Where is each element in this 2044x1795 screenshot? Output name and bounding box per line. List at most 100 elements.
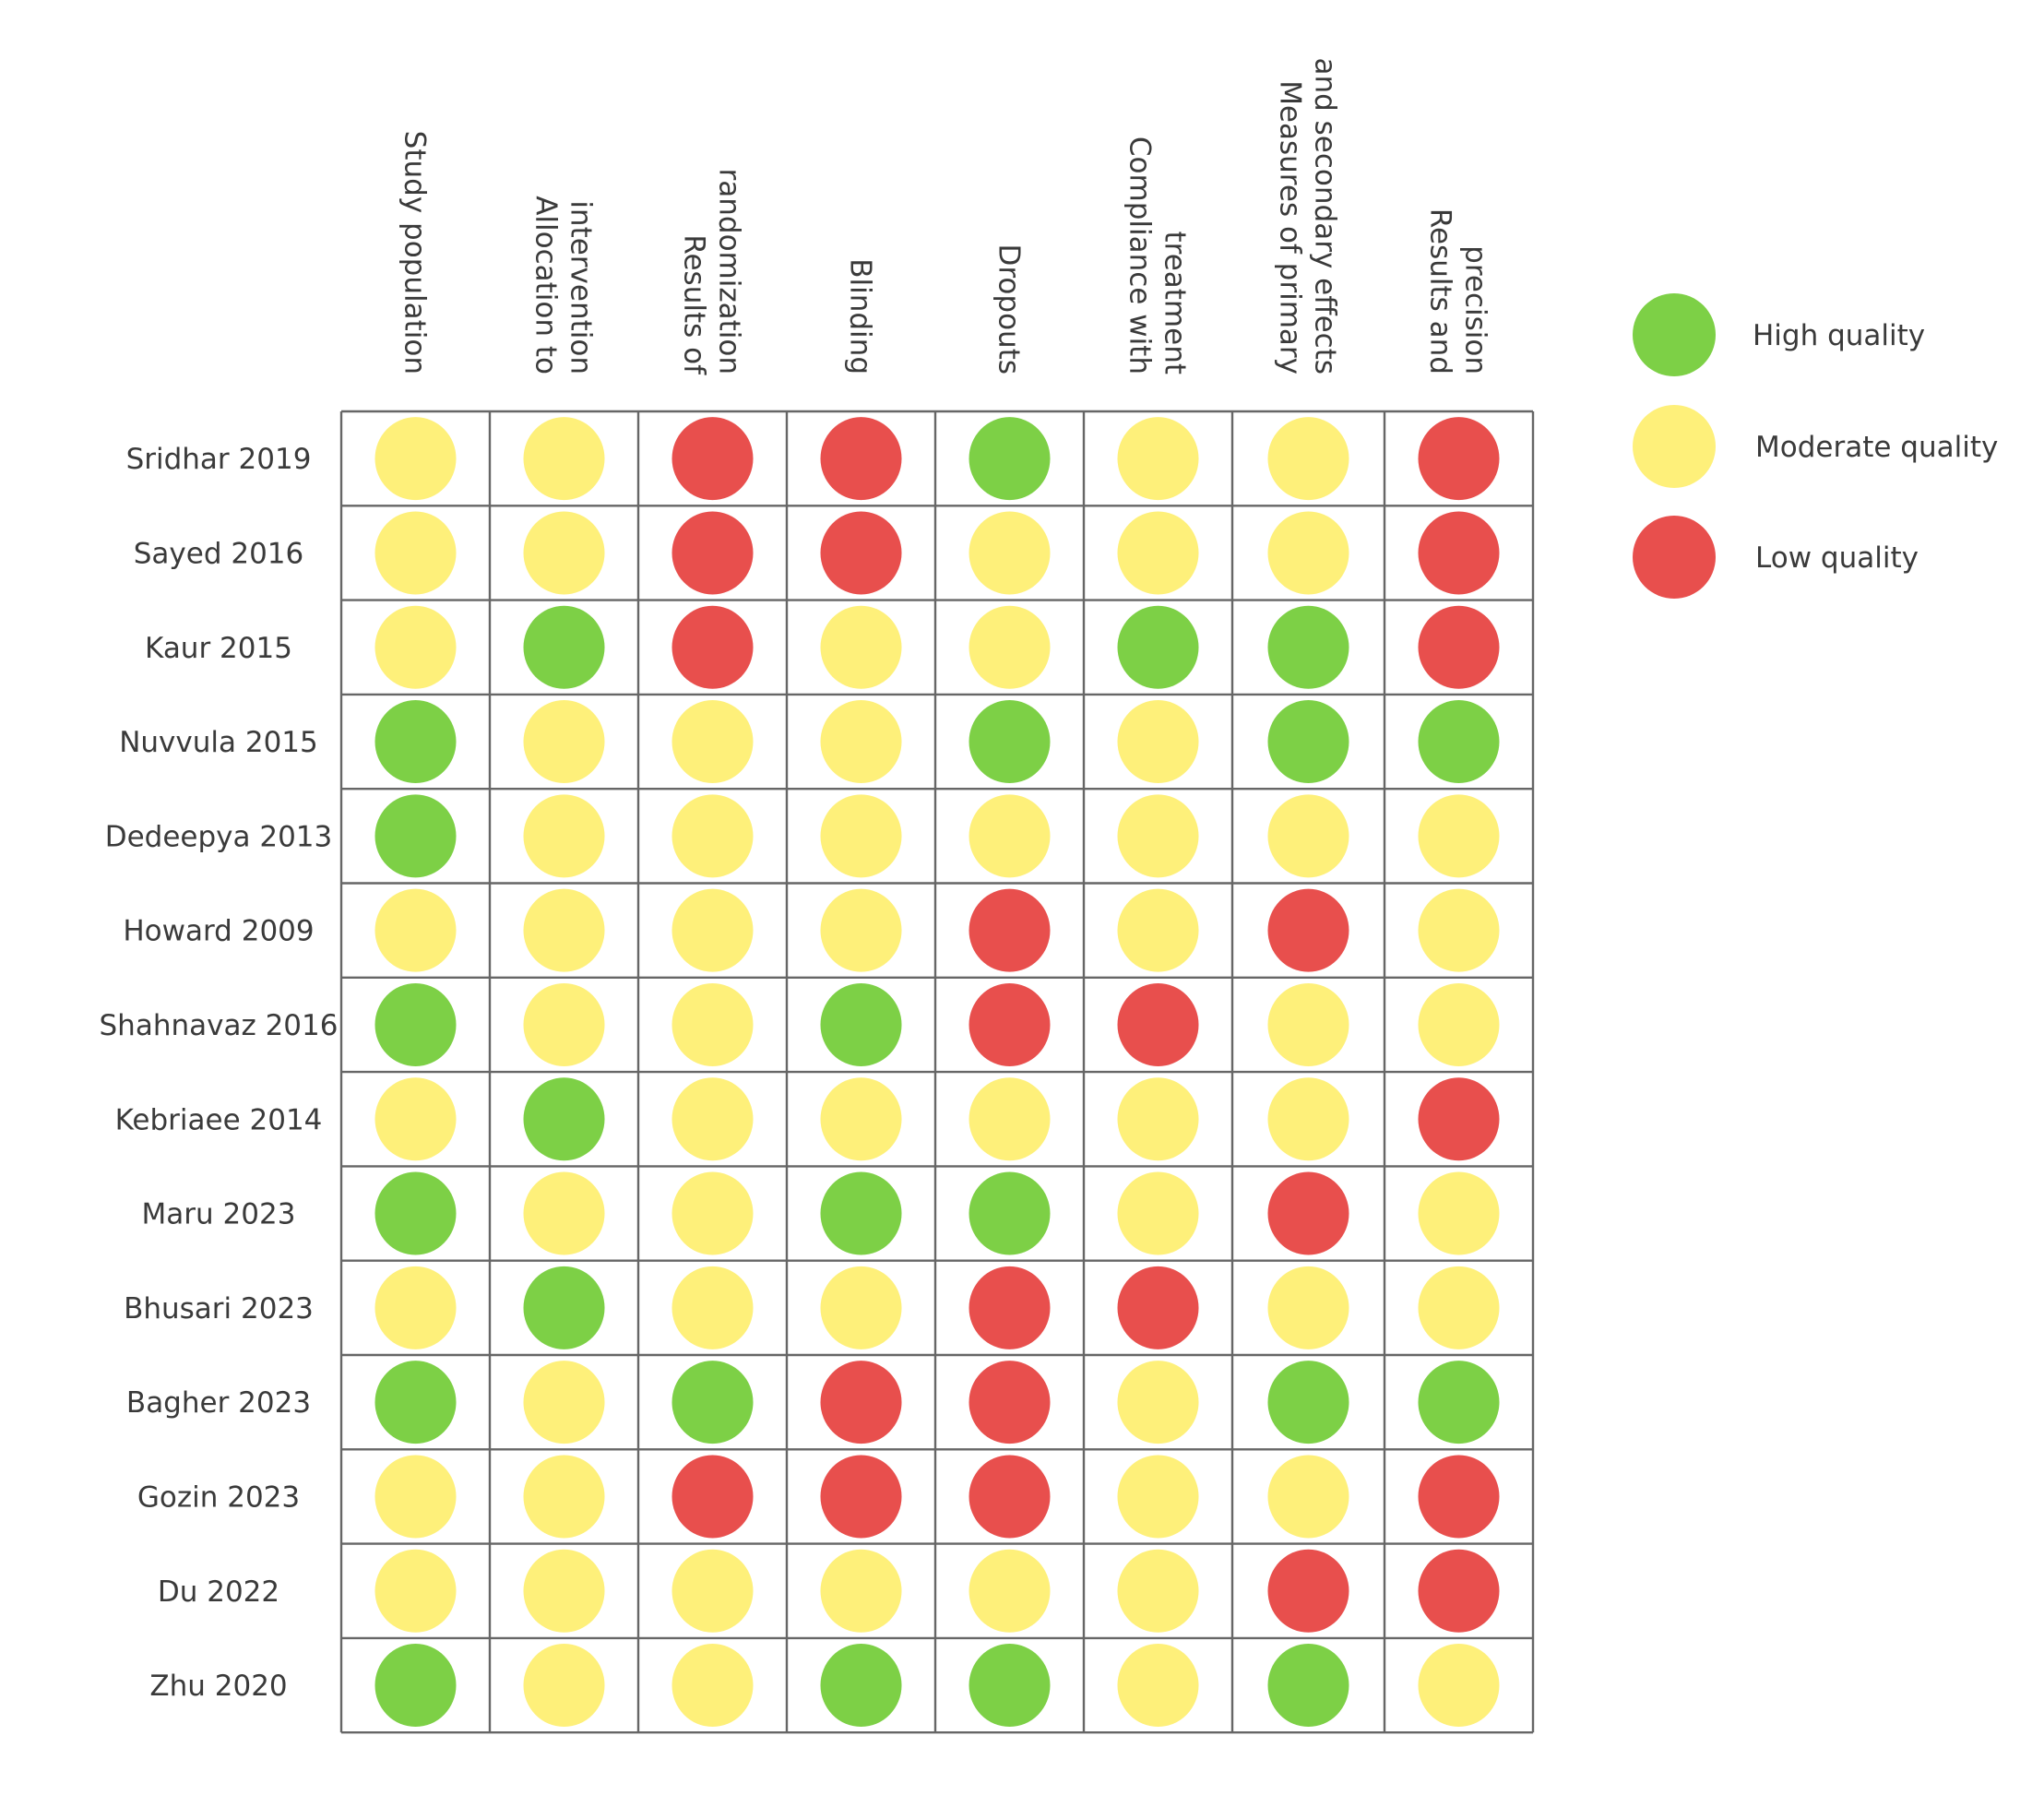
rating-dot	[1267, 511, 1349, 595]
rating-dot	[1117, 417, 1199, 501]
legend-swatch	[1633, 516, 1716, 599]
rating-dot	[969, 1549, 1051, 1633]
column-header-line: intervention	[564, 200, 598, 374]
rating-dot	[820, 888, 902, 972]
column-header: Blinding	[844, 258, 877, 374]
column-header: Allocation to intervention	[529, 196, 598, 374]
rating-dot	[820, 982, 902, 1066]
column-header: Study population	[398, 131, 432, 374]
rating-dot	[1418, 511, 1500, 595]
study-label: Nuvvula 2015	[119, 726, 318, 759]
rating-dot	[374, 888, 457, 972]
legend-swatch	[1633, 293, 1716, 376]
column-header-line: Allocation to	[529, 196, 563, 374]
rating-dot	[671, 982, 754, 1066]
legend: High quality Moderate quality Low quality	[1633, 293, 1998, 599]
rating-dot	[1418, 417, 1500, 501]
rating-dot	[671, 700, 754, 784]
rating-dot	[374, 417, 457, 501]
rating-dot	[523, 1361, 605, 1444]
rating-dot	[969, 1171, 1051, 1255]
study-label: Sridhar 2019	[126, 443, 312, 476]
study-label: Howard 2009	[123, 915, 314, 948]
rating-dot	[1267, 1077, 1349, 1161]
rating-dot	[523, 700, 605, 784]
column-header: Results and precision	[1424, 208, 1492, 374]
rating-dot	[1117, 605, 1199, 689]
rating-dot	[1267, 794, 1349, 878]
rating-dot	[1267, 700, 1349, 784]
rating-dot	[969, 511, 1051, 595]
rating-dot	[1267, 982, 1349, 1066]
rating-dot	[1117, 1171, 1199, 1255]
column-header-line: treatment	[1159, 231, 1192, 374]
rating-dot	[820, 511, 902, 595]
rating-dot	[374, 605, 457, 689]
rating-dot	[671, 511, 754, 595]
rating-cells	[374, 417, 1500, 1728]
row-labels: Sridhar 2019 Sayed 2016 Kaur 2015 Nuvvula 2…	[100, 443, 339, 1703]
rating-dot	[1117, 1455, 1199, 1539]
rating-dot	[820, 794, 902, 878]
rating-dot	[969, 1266, 1051, 1349]
rating-dot	[671, 1171, 754, 1255]
study-label: Kaur 2015	[145, 632, 292, 665]
rating-dot	[374, 1266, 457, 1349]
rating-dot	[523, 1266, 605, 1349]
study-label: Shahnavaz 2016	[100, 1009, 339, 1042]
rating-dot	[1418, 700, 1500, 784]
rating-dot	[374, 511, 457, 595]
rating-dot	[374, 1644, 457, 1728]
rating-dot	[1418, 794, 1500, 878]
rating-dot	[523, 1455, 605, 1539]
legend-label: High quality	[1753, 319, 1925, 352]
rating-dot	[1418, 1455, 1500, 1539]
study-label: Dedeepya 2013	[105, 820, 333, 853]
rating-dot	[374, 1077, 457, 1161]
column-labels: Study population Allocation to interventio…	[398, 57, 1492, 375]
rating-dot	[1267, 1266, 1349, 1349]
rating-dot	[969, 982, 1051, 1066]
rating-dot	[1267, 417, 1349, 501]
column-header: Compliance with treatment	[1123, 137, 1192, 374]
rating-dot	[1117, 1077, 1199, 1161]
column-header-line: Dropouts	[992, 244, 1026, 375]
column-header: Dropouts	[992, 244, 1026, 375]
legend-label: Low quality	[1755, 541, 1919, 575]
rating-dot	[1267, 1361, 1349, 1444]
study-label: Gozin 2023	[137, 1480, 300, 1514]
rating-dot	[523, 511, 605, 595]
study-label: Bagher 2023	[126, 1386, 311, 1420]
study-label: Bhusari 2023	[124, 1292, 314, 1325]
rating-dot	[820, 1077, 902, 1161]
legend-swatch	[1633, 405, 1716, 488]
rating-dot	[374, 794, 457, 878]
rating-dot	[374, 1171, 457, 1255]
rating-dot	[1418, 1644, 1500, 1728]
study-label: Zhu 2020	[149, 1670, 287, 1703]
rating-dot	[523, 605, 605, 689]
rating-dot	[523, 1077, 605, 1161]
rating-dot	[1418, 888, 1500, 972]
rating-dot	[1418, 1266, 1500, 1349]
column-header-line: Compliance with	[1123, 137, 1157, 374]
rating-dot	[671, 1644, 754, 1728]
rating-dot	[1267, 605, 1349, 689]
rating-dot	[1117, 1549, 1199, 1633]
study-label: Du 2022	[158, 1575, 279, 1609]
rating-dot	[374, 1549, 457, 1633]
rating-dot	[969, 1455, 1051, 1539]
column-header-line: Study population	[398, 131, 432, 374]
rating-dot	[671, 605, 754, 689]
rating-dot	[671, 1455, 754, 1539]
rating-dot	[523, 417, 605, 501]
rating-dot	[1117, 700, 1199, 784]
rating-dot	[969, 1644, 1051, 1728]
rating-dot	[1418, 1077, 1500, 1161]
rating-dot	[820, 1644, 902, 1728]
rating-dot	[820, 1549, 902, 1633]
rating-dot	[1117, 888, 1199, 972]
legend-label: Moderate quality	[1755, 431, 1998, 464]
study-label: Kebriaee 2014	[115, 1103, 323, 1136]
rating-dot	[523, 794, 605, 878]
